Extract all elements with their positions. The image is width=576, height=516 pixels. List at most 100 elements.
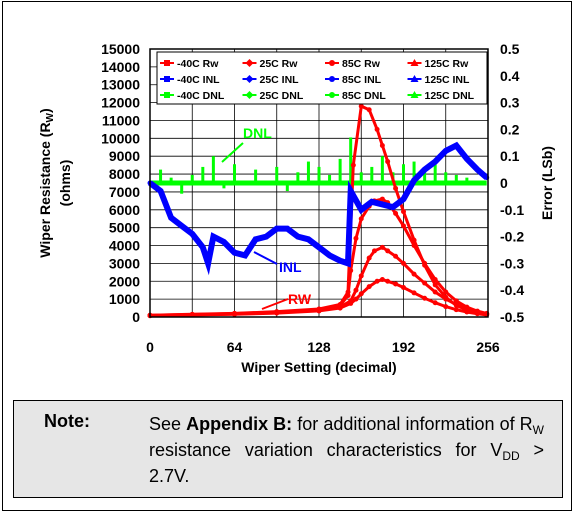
note-text-post-1: resistance variation characteristics for… (149, 440, 503, 460)
data-point (366, 255, 372, 261)
note-text-post-2: > 2.7V. (149, 440, 545, 486)
data-point (393, 281, 399, 287)
data-point (411, 271, 417, 277)
data-point (345, 293, 351, 299)
legend-marker (329, 76, 335, 82)
data-point (305, 236, 311, 242)
data-point (374, 126, 380, 132)
data-point (353, 287, 359, 293)
data-point (411, 290, 417, 296)
data-point (168, 215, 174, 221)
legend-label: 125C INL (425, 74, 471, 86)
data-point (411, 177, 417, 183)
y-right-tick-label: 0.4 (500, 68, 520, 84)
annotation-inl: INL (253, 251, 302, 275)
x-tick-label: 256 (476, 339, 500, 355)
y-left-tick-label: 4000 (109, 238, 140, 254)
legend-marker (164, 60, 170, 66)
annotation-rw: RW (261, 291, 312, 310)
y-right-tick-label: -0.5 (500, 309, 524, 325)
y-right-tick-label: 0.5 (500, 41, 520, 57)
data-point (374, 278, 380, 284)
note-appendix-link: Appendix B: (186, 414, 293, 434)
legend-marker (164, 76, 170, 82)
data-point (358, 103, 364, 109)
y-left-tick-label: 1000 (109, 291, 140, 307)
data-point (353, 235, 359, 241)
data-point (443, 304, 449, 310)
data-point (464, 156, 470, 162)
data-point (158, 188, 164, 194)
data-point (379, 142, 385, 148)
data-point (401, 223, 406, 229)
data-point (295, 234, 301, 240)
legend-label: 85C Rw (342, 58, 381, 70)
y-right-axis-label: Error (LSb) (539, 146, 555, 220)
data-point (422, 295, 428, 301)
legend-marker (245, 75, 254, 83)
y-right-tick-label: 0 (500, 175, 508, 191)
y-left-tick-label: 11000 (102, 112, 140, 128)
data-point (358, 291, 364, 297)
data-point (432, 159, 438, 165)
data-point (432, 300, 438, 306)
data-point (316, 244, 322, 250)
data-point (385, 159, 391, 165)
data-point (316, 308, 322, 314)
data-point (345, 260, 351, 266)
data-point (379, 276, 385, 282)
y-left-tick-label: 2000 (109, 273, 140, 289)
data-point (443, 296, 449, 302)
data-series (147, 103, 490, 319)
data-point (337, 305, 343, 311)
y-left-tick-label: 14000 (101, 59, 140, 75)
data-point (350, 162, 356, 168)
legend-label: 85C INL (342, 74, 382, 86)
legend-marker (245, 59, 254, 67)
annotation-dnl-text: DNL (243, 125, 272, 141)
y-left-tick-label: 10000 (101, 130, 140, 146)
y-left-tick-label: 5000 (109, 220, 140, 236)
data-point (401, 285, 406, 291)
legend-label: -40C Rw (177, 58, 219, 70)
data-point (232, 250, 237, 256)
data-point (393, 253, 399, 259)
data-point (379, 196, 385, 202)
svg-text:Wiper Resistance (RW): Wiper Resistance (RW) (37, 108, 56, 257)
data-point (353, 296, 359, 302)
legend-marker (329, 92, 335, 98)
legend-label: 25C DNL (260, 90, 304, 102)
plot-area-border (149, 48, 489, 318)
data-point (422, 260, 428, 266)
note-sub-w: W (532, 423, 544, 437)
y-left-tick-label: 15000 (101, 41, 140, 57)
data-point (274, 310, 280, 316)
y-left-label-main: Wiper Resistance (R (37, 122, 53, 257)
x-axis-label: Wiper Setting (decimal) (241, 359, 396, 375)
y-left-tick-label: 7000 (109, 184, 140, 200)
annotation-dnl-pointer (221, 142, 244, 163)
y-left-label-sub: W (45, 112, 56, 122)
data-point (385, 248, 391, 254)
data-point (348, 300, 354, 306)
y-left-tick-label: 12000 (101, 95, 140, 111)
y-left-axis-label: Wiper Resistance (RW) (37, 108, 56, 257)
data-point (379, 201, 385, 207)
legend-label: -40C INL (177, 74, 220, 86)
data-point (453, 307, 459, 313)
y-right-tick-label: 0.3 (500, 95, 520, 111)
data-point (385, 278, 391, 284)
data-point (232, 311, 237, 317)
note-box: Note: See Appendix B: for additional inf… (13, 400, 563, 498)
x-tick-label: 64 (227, 339, 243, 355)
series-line (149, 197, 488, 317)
data-point (369, 199, 375, 205)
annotation-rw-pointer (261, 298, 289, 310)
data-point (411, 243, 417, 249)
y-left-tick-label: 8000 (109, 166, 140, 182)
data-point (401, 209, 406, 215)
x-tick-labels: 0 64 128 192 256 (146, 339, 500, 355)
legend-label: 25C INL (260, 74, 300, 86)
data-point (366, 284, 372, 290)
